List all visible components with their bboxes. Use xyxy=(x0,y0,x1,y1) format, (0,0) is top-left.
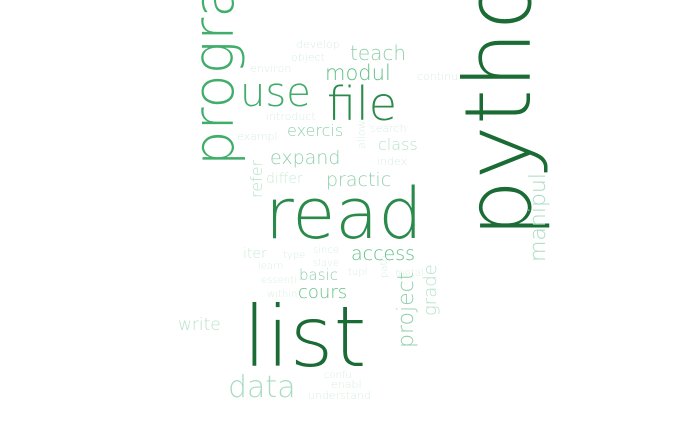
word-write: write xyxy=(178,315,221,335)
word-cours: cours xyxy=(298,282,347,303)
word-use: use xyxy=(240,70,311,116)
word-exampl: exampl xyxy=(237,130,278,143)
word-data: data xyxy=(228,370,296,405)
word-differ: differ xyxy=(266,171,303,187)
word-environ: environ xyxy=(250,62,291,75)
word-python: python xyxy=(445,0,552,238)
word-access: access xyxy=(351,243,415,265)
word-iter: iter xyxy=(243,246,267,262)
word-type: type xyxy=(283,250,305,261)
word-enabl: enabl xyxy=(331,378,362,391)
word-essenti: essenti xyxy=(261,275,297,286)
word-object: object xyxy=(291,51,325,64)
word-understand: understand xyxy=(308,389,371,402)
word-slave: slave xyxy=(313,258,339,269)
word-teach: teach xyxy=(350,41,406,65)
word-tupl: tupl xyxy=(348,267,367,278)
word-allow: allow xyxy=(355,120,368,149)
word-since: since xyxy=(313,245,339,256)
word-confu: confu xyxy=(324,370,352,381)
word-index: index xyxy=(377,155,407,168)
word-introduct: introduct xyxy=(266,110,316,123)
word-expand: expand xyxy=(270,147,340,169)
word-file: file xyxy=(327,77,397,131)
word-exercis: exercis xyxy=(287,121,343,140)
word-continu: continu xyxy=(417,70,458,83)
word-project: project xyxy=(394,272,419,348)
word-metal: metal xyxy=(395,268,424,279)
word-within: within xyxy=(267,289,297,300)
word-practic: practic xyxy=(326,169,391,191)
word-grade: grade xyxy=(420,264,441,316)
word-refer: refer xyxy=(247,159,266,198)
word-class: class xyxy=(378,135,418,154)
word-basic: basic xyxy=(299,266,338,284)
word-program: program xyxy=(182,0,247,166)
word-list: list xyxy=(243,288,366,386)
word-learn: learn xyxy=(258,261,283,272)
word-read: read xyxy=(265,173,423,255)
word-modul: modul xyxy=(325,61,391,85)
word-develop: develop xyxy=(296,38,340,51)
word-search: search xyxy=(370,122,407,135)
word-manipul: manipul xyxy=(526,173,551,262)
word-path: path xyxy=(379,255,390,278)
